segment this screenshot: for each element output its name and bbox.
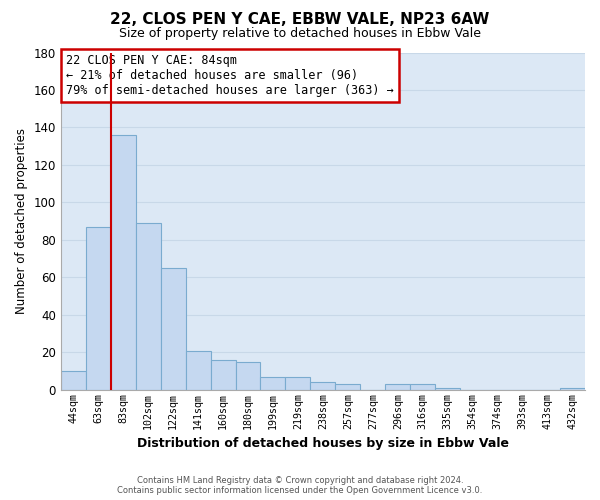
Bar [560, 388, 585, 390]
Bar [86, 227, 111, 390]
Text: 22, CLOS PEN Y CAE, EBBW VALE, NP23 6AW: 22, CLOS PEN Y CAE, EBBW VALE, NP23 6AW [110, 12, 490, 28]
Text: 22 CLOS PEN Y CAE: 84sqm
← 21% of detached houses are smaller (96)
79% of semi-d: 22 CLOS PEN Y CAE: 84sqm ← 21% of detach… [66, 54, 394, 97]
X-axis label: Distribution of detached houses by size in Ebbw Vale: Distribution of detached houses by size … [137, 437, 509, 450]
Bar [161, 268, 185, 390]
Text: Size of property relative to detached houses in Ebbw Vale: Size of property relative to detached ho… [119, 28, 481, 40]
Text: Contains HM Land Registry data © Crown copyright and database right 2024.
Contai: Contains HM Land Registry data © Crown c… [118, 476, 482, 495]
Bar [111, 135, 136, 390]
Bar [435, 388, 460, 390]
Bar [185, 350, 211, 390]
Bar [385, 384, 410, 390]
Bar [335, 384, 361, 390]
Bar [410, 384, 435, 390]
Bar [211, 360, 236, 390]
Bar [236, 362, 260, 390]
Bar [61, 371, 86, 390]
Bar [260, 377, 286, 390]
Bar [310, 382, 335, 390]
Bar [136, 223, 161, 390]
Bar [286, 377, 310, 390]
Y-axis label: Number of detached properties: Number of detached properties [15, 128, 28, 314]
